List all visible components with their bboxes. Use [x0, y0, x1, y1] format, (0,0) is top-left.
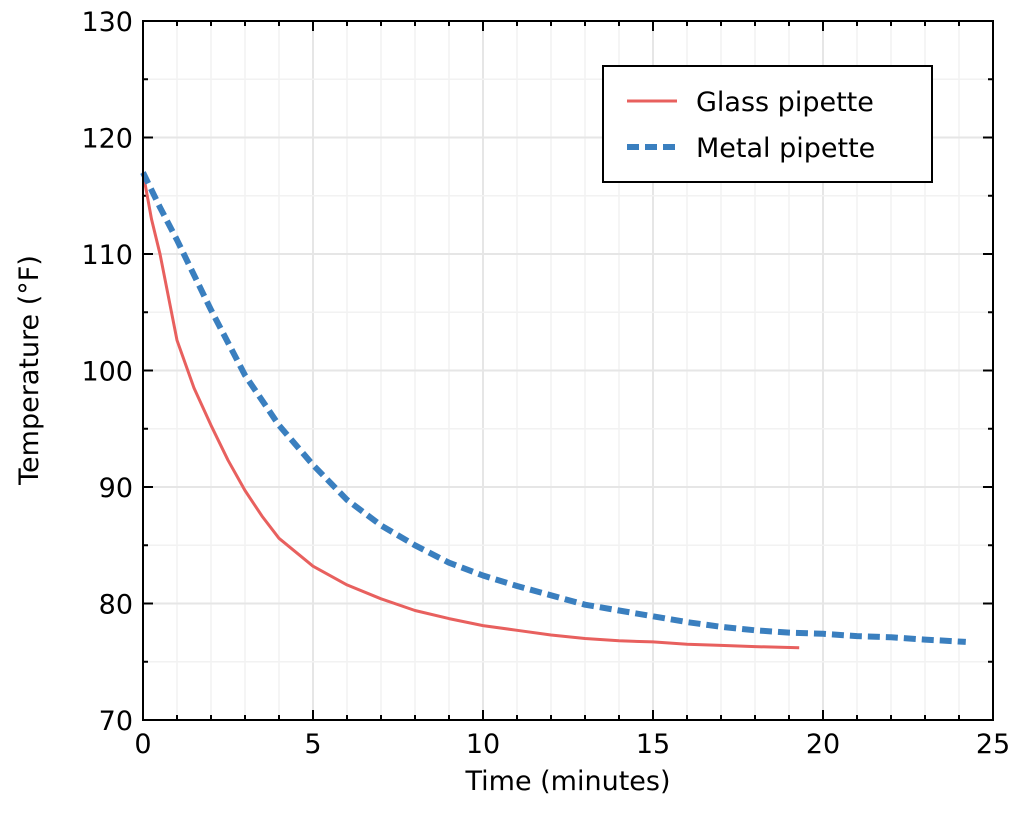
- y-tick-label: 70: [99, 706, 133, 737]
- y-tick-label: 80: [99, 590, 133, 621]
- x-tick-label: 15: [636, 729, 670, 760]
- x-tick-label: 0: [134, 729, 151, 760]
- legend-label-metal: Metal pipette: [696, 133, 875, 164]
- ticks: 0 5 10 15 20 25 70 80 90 100 110 120 130: [81, 7, 1010, 760]
- plot-frame: [142, 20, 994, 721]
- y-axis-label: Temperature (°F): [14, 255, 45, 486]
- legend-box: [602, 65, 933, 183]
- series-line-glass-pipette: [141, 172, 800, 650]
- series-line-metal-pipette: [140, 171, 966, 645]
- y-tick-label: 120: [81, 124, 133, 155]
- x-tick-label: 25: [976, 729, 1010, 760]
- x-tick-label: 10: [466, 729, 500, 760]
- legend-label-glass: Glass pipette: [696, 87, 874, 118]
- y-tick-label: 130: [81, 7, 133, 38]
- y-tick-label: 100: [81, 357, 133, 388]
- x-axis-label: Time (minutes): [464, 766, 670, 797]
- y-tick-label: 90: [99, 473, 133, 504]
- series-lines: [140, 171, 966, 650]
- legend: Glass pipette Metal pipette: [602, 65, 933, 183]
- x-tick-label: 5: [304, 729, 321, 760]
- y-tick-label: 110: [81, 240, 133, 271]
- x-tick-label: 20: [806, 729, 840, 760]
